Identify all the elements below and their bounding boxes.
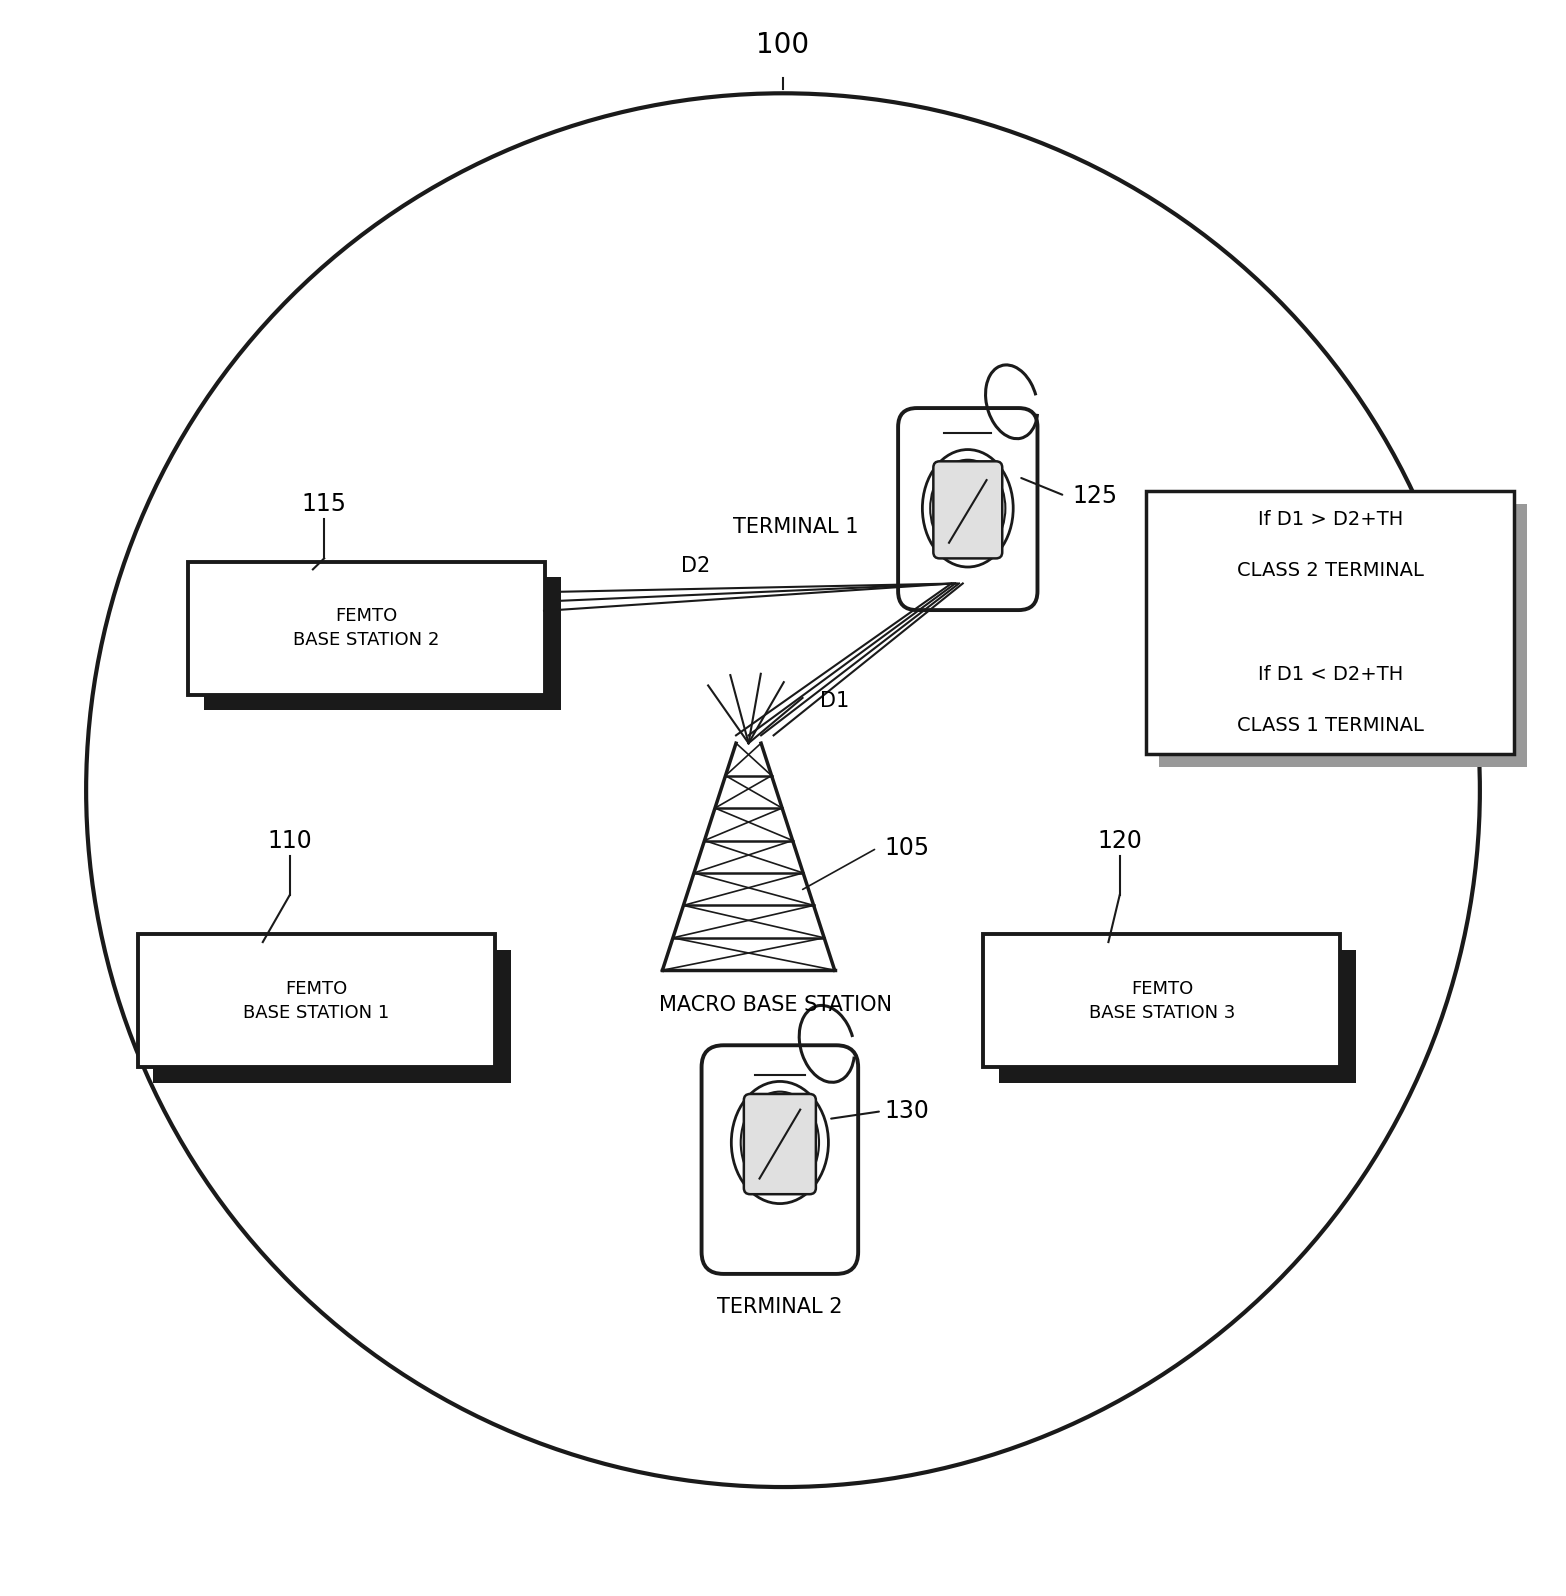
Text: FEMTO
BASE STATION 2: FEMTO BASE STATION 2 (293, 608, 440, 650)
Bar (204, 578, 561, 710)
Text: D1: D1 (821, 691, 849, 710)
FancyBboxPatch shape (933, 461, 1002, 559)
Text: D2: D2 (681, 557, 709, 576)
Bar (983, 934, 1340, 1068)
Bar (138, 934, 495, 1068)
Text: MACRO BASE STATION: MACRO BASE STATION (659, 994, 891, 1015)
Bar (153, 950, 511, 1084)
Text: If D1 > D2+TH: If D1 > D2+TH (1257, 509, 1403, 528)
Text: CLASS 1 TERMINAL: CLASS 1 TERMINAL (1237, 717, 1423, 736)
Text: CLASS 2 TERMINAL: CLASS 2 TERMINAL (1237, 562, 1423, 581)
FancyBboxPatch shape (899, 409, 1037, 610)
Text: 100: 100 (756, 30, 810, 59)
Bar (1146, 492, 1514, 755)
Text: FEMTO
BASE STATION 1: FEMTO BASE STATION 1 (243, 980, 390, 1021)
Bar (999, 950, 1356, 1084)
Text: 120: 120 (1098, 828, 1142, 852)
Text: If D1 < D2+TH: If D1 < D2+TH (1257, 666, 1403, 683)
FancyBboxPatch shape (744, 1093, 816, 1194)
Text: FEMTO
BASE STATION 3: FEMTO BASE STATION 3 (1088, 980, 1236, 1021)
Text: 115: 115 (302, 492, 346, 516)
Text: 105: 105 (885, 836, 930, 860)
Text: 130: 130 (885, 1100, 930, 1124)
Bar (188, 562, 545, 694)
FancyBboxPatch shape (702, 1045, 858, 1274)
Text: TERMINAL 2: TERMINAL 2 (717, 1298, 843, 1317)
Text: 125: 125 (1073, 484, 1118, 508)
Text: 110: 110 (268, 828, 312, 852)
Bar (1159, 504, 1527, 766)
Text: TERMINAL 1: TERMINAL 1 (733, 517, 858, 538)
